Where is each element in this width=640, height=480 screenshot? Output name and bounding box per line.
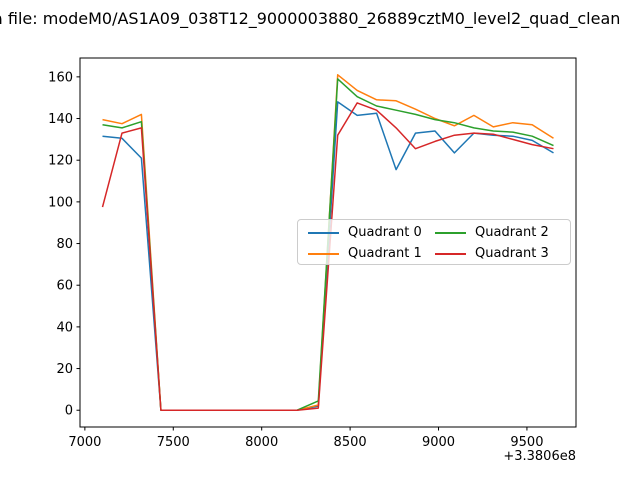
x-tick-label: 8500 bbox=[334, 435, 367, 450]
legend-entry-quadrant-2: Quadrant 2 bbox=[435, 222, 562, 243]
x-tick-label: 9500 bbox=[510, 435, 543, 450]
y-tick-label: 60 bbox=[56, 279, 73, 294]
x-axis-offset-label: +3.3806e8 bbox=[503, 449, 576, 464]
legend-entry-quadrant-3: Quadrant 3 bbox=[435, 243, 562, 264]
y-tick-label: 100 bbox=[48, 195, 73, 210]
legend-line-sample-quadrant-3 bbox=[435, 252, 466, 255]
y-tick-label: 80 bbox=[56, 237, 73, 252]
x-tick-label: 7500 bbox=[157, 435, 190, 450]
legend-entry-quadrant-0: Quadrant 0 bbox=[308, 222, 435, 243]
legend-label-quadrant-2: Quadrant 2 bbox=[475, 225, 549, 240]
axes-spines bbox=[79, 57, 577, 428]
line-quadrant-3 bbox=[101, 102, 554, 411]
x-tick-label: 8000 bbox=[245, 435, 278, 450]
legend-line-sample-quadrant-2 bbox=[435, 231, 466, 234]
figure-title: a file: modeM0/AS1A09_038T12_9000003880_… bbox=[0, 9, 621, 28]
y-tick-label: 160 bbox=[48, 70, 73, 85]
legend-label-quadrant-3: Quadrant 3 bbox=[475, 246, 549, 261]
legend: Quadrant 0 Quadrant 1 Quadrant 2 Quadran… bbox=[297, 219, 571, 265]
y-tick-label: 0 bbox=[65, 404, 73, 419]
legend-line-sample-quadrant-1 bbox=[308, 252, 339, 255]
legend-entry-quadrant-1: Quadrant 1 bbox=[308, 243, 435, 264]
legend-label-quadrant-0: Quadrant 0 bbox=[348, 225, 422, 240]
legend-label-quadrant-1: Quadrant 1 bbox=[348, 246, 422, 261]
y-tick-label: 140 bbox=[48, 112, 73, 127]
x-tick-label: 7000 bbox=[68, 435, 101, 450]
x-tick-label: 9000 bbox=[422, 435, 455, 450]
legend-line-sample-quadrant-0 bbox=[308, 231, 339, 234]
y-tick-label: 40 bbox=[56, 320, 73, 335]
y-tick-label: 120 bbox=[48, 154, 73, 169]
y-tick-label: 20 bbox=[56, 362, 73, 377]
